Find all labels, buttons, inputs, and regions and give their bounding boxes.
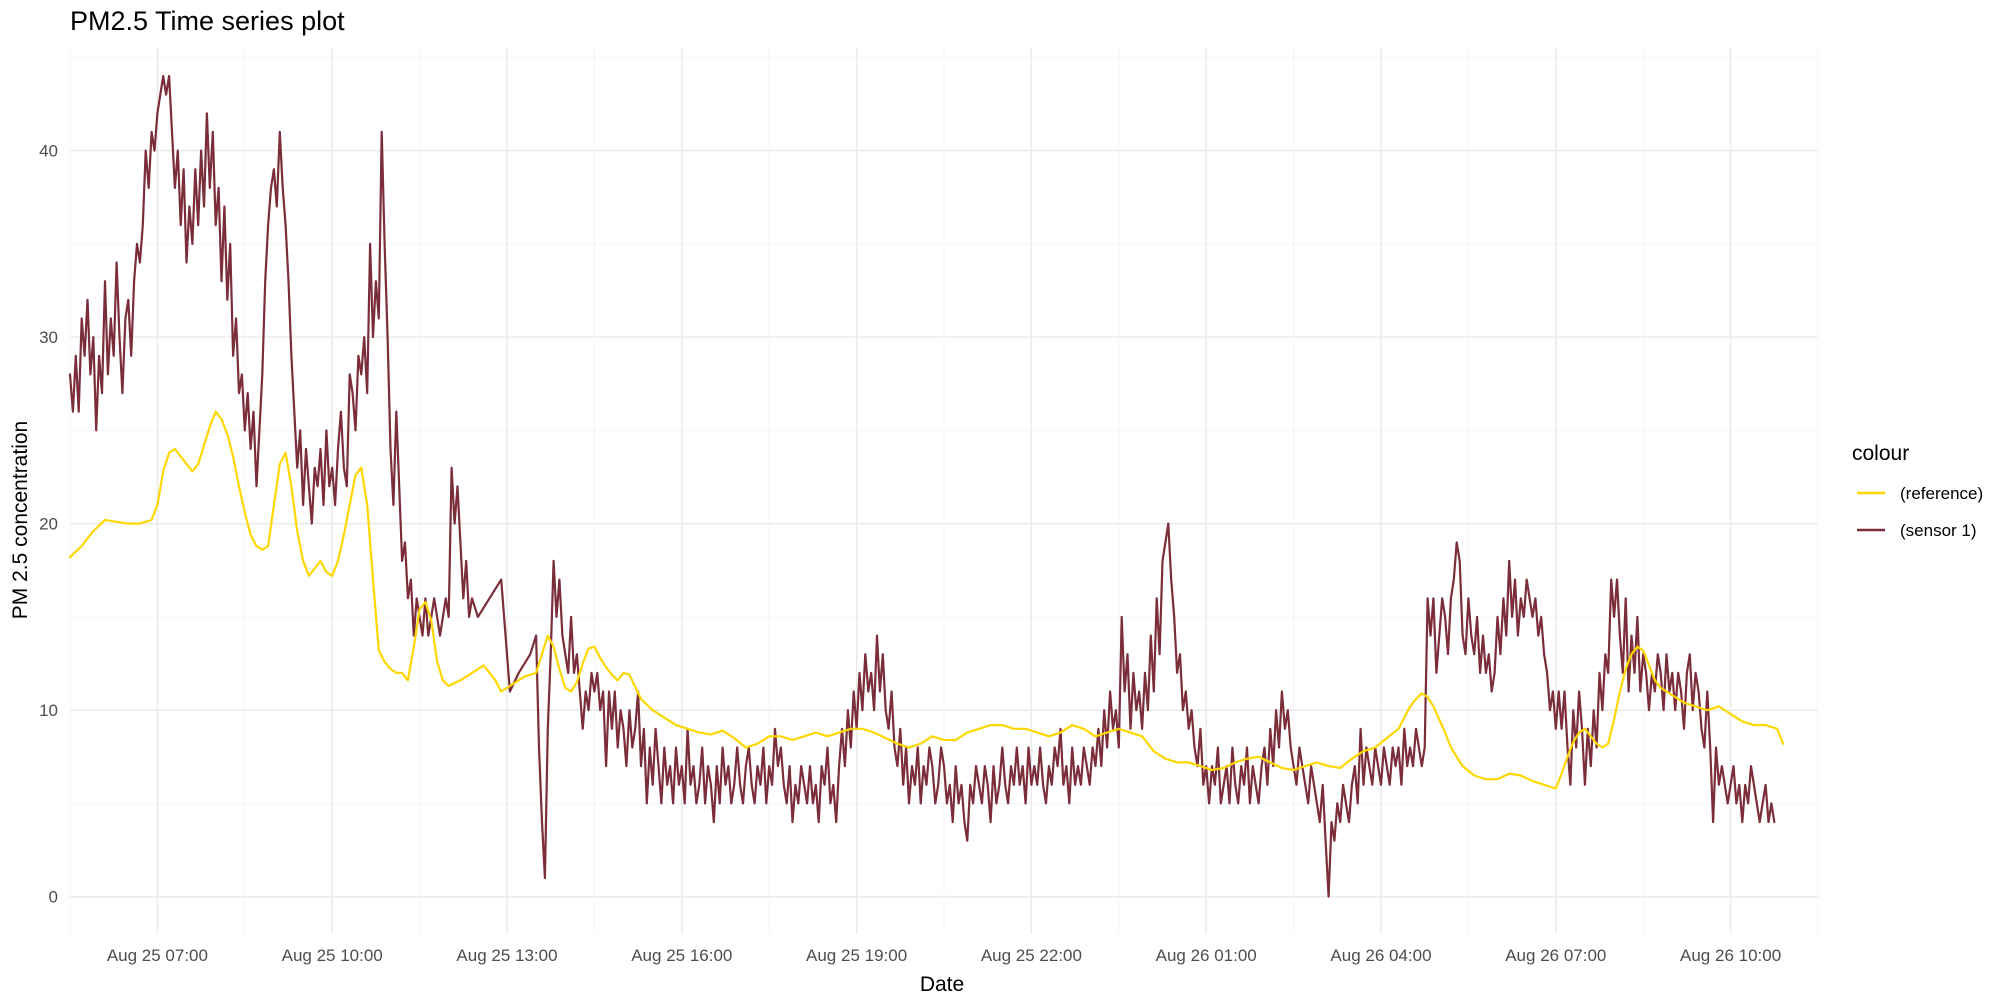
x-tick-label: Aug 25 16:00 — [631, 946, 732, 965]
x-tick-label: Aug 26 01:00 — [1156, 946, 1257, 965]
x-tick-label: Aug 26 10:00 — [1680, 946, 1781, 965]
x-axis-ticks: Aug 25 07:00 Aug 25 10:00 Aug 25 13:00 Aug … — [107, 946, 1781, 965]
x-tick-label: Aug 25 22:00 — [981, 946, 1082, 965]
x-tick-label: Aug 25 10:00 — [282, 946, 383, 965]
series-layer — [68, 74, 1785, 898]
x-tick-label: Aug 25 19:00 — [806, 946, 907, 965]
x-tick-label: Aug 25 07:00 — [107, 946, 208, 965]
series-line-sensor-1 — [68, 74, 1776, 898]
series-line-reference — [68, 410, 1785, 790]
y-axis-title: PM 2.5 concentration — [9, 421, 32, 619]
y-axis-ticks: 0 10 20 30 40 — [39, 142, 58, 907]
y-tick-label: 10 — [39, 701, 58, 720]
legend-label-sensor-1: (sensor 1) — [1900, 521, 1977, 540]
x-axis-title: Date — [920, 973, 964, 996]
x-tick-label: Aug 26 07:00 — [1505, 946, 1606, 965]
grid — [69, 48, 1819, 934]
chart-title: PM2.5 Time series plot — [70, 6, 345, 36]
x-tick-label: Aug 25 13:00 — [456, 946, 557, 965]
y-tick-label: 40 — [39, 142, 58, 161]
y-tick-label: 0 — [49, 888, 58, 907]
y-tick-label: 30 — [39, 328, 58, 347]
y-tick-label: 20 — [39, 515, 58, 534]
legend-label-reference: (reference) — [1900, 484, 1983, 503]
legend-title: colour — [1852, 442, 1909, 465]
legend-items: (reference) (sensor 1) — [1857, 484, 1983, 540]
legend: colour (reference) (sensor 1) — [1852, 442, 1983, 540]
x-tick-label: Aug 26 04:00 — [1330, 946, 1431, 965]
